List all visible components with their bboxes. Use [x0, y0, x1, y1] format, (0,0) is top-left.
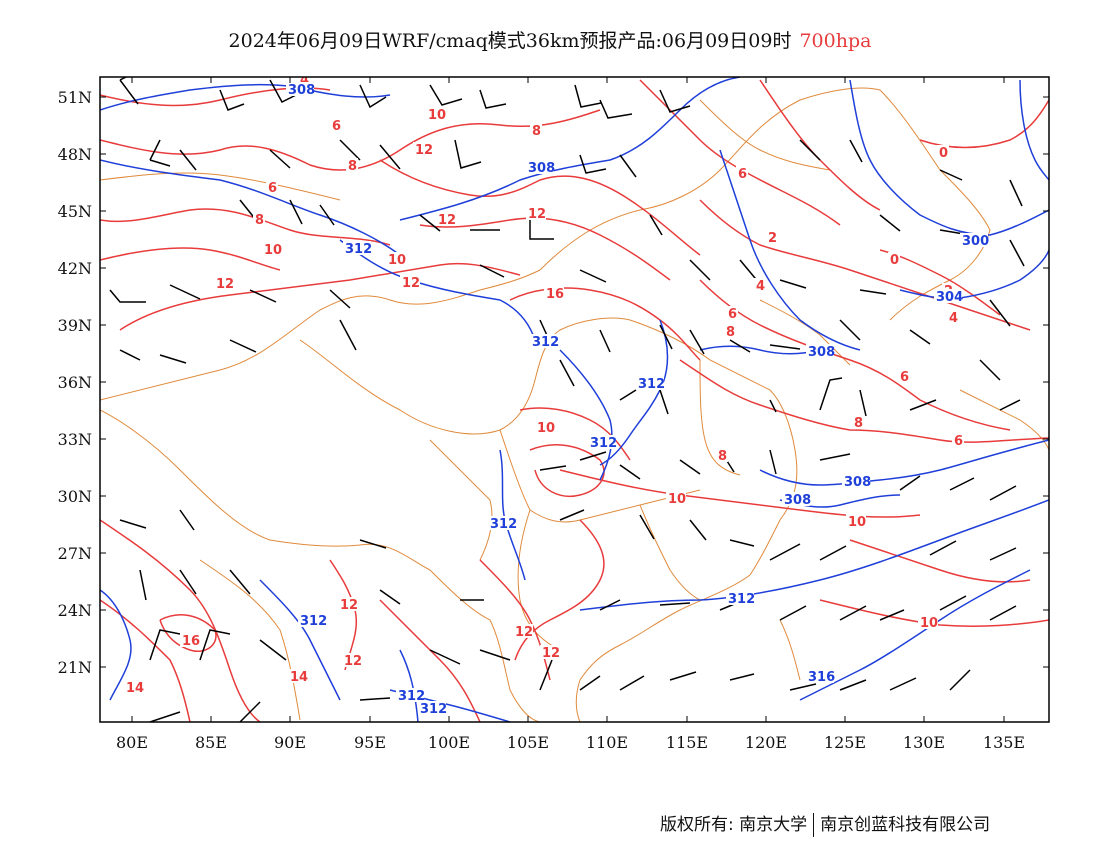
temp-label: 6 [900, 370, 909, 385]
temp-label: 4 [949, 311, 958, 326]
lat-tick-label: 45N [58, 202, 92, 221]
temp-label: 8 [255, 213, 264, 228]
temperature-contours [100, 79, 1049, 722]
height-label: 308 [808, 345, 835, 360]
footer-divider [813, 813, 815, 837]
temp-label: 10 [668, 492, 686, 507]
temp-label: 12 [216, 277, 234, 292]
height-label: 312 [345, 242, 372, 257]
lon-tick-label: 100E [428, 733, 470, 752]
temp-label: 12 [438, 213, 456, 228]
lat-tick-label: 39N [58, 316, 92, 335]
temp-label: 8 [726, 325, 735, 340]
height-label: 308 [844, 475, 871, 490]
lon-tick-label: 130E [903, 733, 945, 752]
height-label: 308 [784, 493, 811, 508]
lon-tick-label: 90E [274, 733, 306, 752]
temp-label: 8 [532, 124, 541, 139]
lon-tick-label: 120E [745, 733, 787, 752]
lon-tick-label: 135E [983, 733, 1025, 752]
temp-label: 12 [344, 654, 362, 669]
temp-label: 0 [890, 253, 899, 268]
height-label: 312 [300, 614, 327, 629]
lon-tick-label: 125E [824, 733, 866, 752]
title-main: 2024年06月09日WRF/cmaq模式36km预报产品:06月09日09时 [228, 30, 792, 52]
map-frame [99, 76, 1050, 723]
company-name: 南京创蓝科技有限公司 [820, 815, 991, 835]
lat-tick-label: 51N [58, 88, 92, 107]
geopotential-contours [100, 77, 1049, 722]
lon-tick-label: 95E [354, 733, 386, 752]
temp-label: 14 [290, 670, 308, 685]
latitude-axis [100, 96, 1049, 668]
temp-label: 16 [546, 287, 564, 302]
copyright-text: 版权所有: 南京大学 [660, 815, 808, 835]
geopotential-labels: 308 308 312 312 312 312 312 308 308 308 … [286, 82, 989, 717]
height-label: 312 [490, 517, 517, 532]
temp-label: 16 [182, 634, 200, 649]
political-borders [100, 87, 1049, 722]
height-label: 300 [962, 234, 989, 249]
lon-tick-label: 85E [195, 733, 227, 752]
temp-label: 10 [428, 108, 446, 123]
lon-tick-label: 115E [666, 733, 708, 752]
temp-label: 10 [537, 421, 555, 436]
longitude-labels: 80E 85E 90E 95E 100E 105E 110E 115E 120E… [116, 733, 1025, 752]
temperature-labels: 4 6 10 8 12 8 6 6 8 10 12 12 10 12 12 0 … [124, 77, 964, 696]
lon-tick-label: 105E [507, 733, 549, 752]
temp-label: 14 [126, 681, 144, 696]
copyright-footer: 版权所有: 南京大学 南京创蓝科技有限公司 [660, 810, 990, 837]
map-title: 2024年06月09日WRF/cmaq模式36km预报产品:06月09日09时 7… [0, 26, 1100, 53]
longitude-axis [131, 77, 1005, 722]
lat-tick-label: 33N [58, 430, 92, 449]
lat-tick-label: 27N [58, 544, 92, 563]
height-label: 312 [532, 335, 559, 350]
temp-label: 6 [332, 119, 341, 134]
height-label: 316 [808, 670, 835, 685]
temp-label: 8 [718, 449, 727, 464]
temp-label: 12 [542, 646, 560, 661]
height-label: 304 [936, 290, 963, 305]
temp-label: 10 [388, 253, 406, 268]
height-label: 312 [728, 592, 755, 607]
temp-label: 10 [264, 243, 282, 258]
lat-tick-label: 42N [58, 259, 92, 278]
lat-tick-label: 24N [58, 601, 92, 620]
height-label: 312 [420, 702, 447, 717]
latitude-labels: 51N 48N 45N 42N 39N 36N 33N 30N 27N 24N … [58, 88, 92, 677]
temp-label: 6 [738, 167, 747, 182]
lon-tick-label: 110E [586, 733, 628, 752]
temp-label: 8 [348, 159, 357, 174]
temp-label: 0 [939, 146, 948, 161]
lat-tick-label: 30N [58, 487, 92, 506]
temp-label: 12 [515, 625, 533, 640]
temp-label: 12 [340, 598, 358, 613]
temp-label: 12 [528, 207, 546, 222]
lat-tick-label: 21N [58, 658, 92, 677]
temp-label: 2 [768, 231, 777, 246]
pressure-level: 700hpa [799, 30, 872, 52]
height-label: 312 [398, 689, 425, 704]
temp-label: 6 [954, 434, 963, 449]
temp-label: 12 [402, 276, 420, 291]
temp-label: 10 [920, 616, 938, 631]
temp-label: 8 [854, 416, 863, 431]
wind-barbs [109, 77, 1025, 722]
lon-tick-label: 80E [116, 733, 148, 752]
height-label: 308 [288, 83, 315, 98]
height-label: 312 [590, 436, 617, 451]
temp-label: 12 [415, 143, 433, 158]
temp-label: 10 [848, 515, 866, 530]
temp-label: 6 [728, 307, 737, 322]
temp-label: 4 [756, 279, 765, 294]
temp-label: 6 [268, 181, 277, 196]
lat-tick-label: 36N [58, 373, 92, 392]
height-label: 312 [638, 377, 665, 392]
lat-tick-label: 48N [58, 145, 92, 164]
height-label: 308 [528, 161, 555, 176]
